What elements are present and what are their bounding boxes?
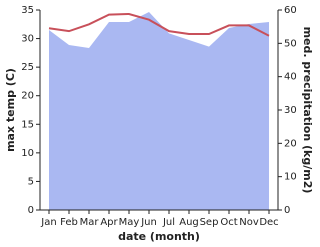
y2-tick-label: 30 (284, 105, 297, 116)
y2-tick-label: 0 (284, 205, 290, 216)
y-tick-label: 0 (28, 205, 34, 216)
x-tick-label: Jan (40, 217, 56, 228)
y2-tick-label: 10 (284, 172, 297, 183)
x-tick-label: Aug (179, 217, 199, 228)
y2-tick-label: 50 (284, 38, 297, 49)
y2-axis-title: med. precipitation (kg/m2) (301, 27, 314, 194)
y2-tick-label: 40 (284, 72, 297, 83)
temperature-line (48, 12, 270, 37)
y-tick-label: 5 (28, 176, 34, 187)
y-axis-title: max temp (C) (4, 68, 17, 152)
x-tick-label: May (119, 217, 140, 228)
y-tick-label: 25 (21, 62, 34, 73)
y-tick-label: 10 (21, 148, 34, 159)
x-tick-label: Jun (140, 217, 157, 228)
x-tick-label: Oct (220, 217, 237, 228)
y2-tick-label: 60 (284, 5, 297, 16)
x-axis-title: date (month) (118, 230, 200, 243)
y-tick-label: 15 (21, 119, 34, 130)
x-tick-label: Mar (80, 217, 100, 228)
y-tick-label: 20 (21, 91, 34, 102)
x-tick-label: Feb (60, 217, 78, 228)
x-tick-label: Nov (239, 217, 259, 228)
x-tick-label: Sep (200, 217, 219, 228)
y-tick-label: 30 (21, 34, 34, 45)
x-tick-label: Dec (259, 217, 278, 228)
precipitation-area (49, 12, 269, 210)
x-tick-label: Jul (162, 217, 175, 228)
y2-tick-label: 20 (284, 138, 297, 149)
y-tick-label: 35 (21, 5, 34, 16)
x-tick-label: Apr (100, 217, 118, 228)
